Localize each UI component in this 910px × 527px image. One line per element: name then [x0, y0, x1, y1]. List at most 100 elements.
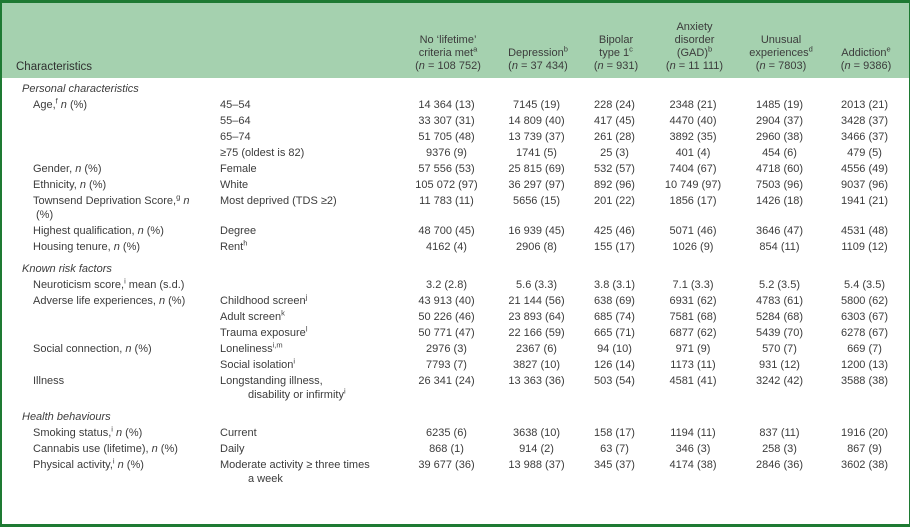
cell-value: 5439 (70): [755, 327, 804, 339]
cell-value: 4581 (41): [669, 375, 717, 387]
cell-value: 6877 (62): [669, 327, 717, 339]
cell-value: 1194 (11): [670, 427, 716, 439]
cell-value: 258 (3): [762, 443, 797, 455]
column-header-line: experiencesd: [749, 44, 813, 59]
cell-value: 1485 (19): [755, 99, 804, 111]
cell-value: 532 (57): [594, 163, 635, 175]
row-label: [2, 145, 206, 161]
table-row: Illness Longstanding illness, disability o…: [2, 373, 909, 403]
cell-value: 10 749 (97): [664, 179, 722, 191]
cell-value: 4783 (61): [755, 295, 804, 307]
row-subcategory: Most deprived (TDS ≥2): [206, 193, 402, 223]
footnote-marker: b: [563, 44, 568, 54]
cell-value: 261 (28): [594, 131, 635, 143]
cell-value: 6278 (67): [840, 327, 889, 339]
footnote-marker: i,m: [272, 340, 283, 350]
cell-value: 4531 (48): [840, 225, 889, 237]
cell-value: 7.1 (3.3): [672, 279, 714, 291]
table-row: Highest qualification, n (%) Degree 48 700…: [2, 223, 909, 239]
cell-value: 6235 (6): [426, 427, 467, 439]
row-subcategory: Renth: [206, 239, 402, 255]
italic-n: n: [759, 60, 766, 72]
footnote-marker: f: [55, 96, 58, 106]
cell-value: 22 166 (59): [508, 327, 565, 339]
cell-value: 50 226 (46): [418, 311, 475, 323]
row-subcategory-text: Longstanding illness, disability or infir…: [220, 375, 346, 401]
column-header: Depressionb (n = 37 434): [494, 3, 582, 78]
row-label: Social connection, n (%): [2, 341, 206, 357]
column-header-line: type 1c: [599, 44, 633, 59]
cell-value: 9037 (96): [840, 179, 889, 191]
cell-value: 1109 (12): [841, 241, 888, 253]
row-label: [2, 309, 206, 325]
cell-value: 3588 (38): [840, 375, 889, 387]
column-header-line: (GAD)b: [676, 44, 713, 59]
column-header: No ‘lifetime’ criteria meta (n = 108 752): [402, 3, 494, 78]
row-subcategory: Lonelinessi,m: [206, 341, 402, 357]
cell-value: 6303 (67): [840, 311, 889, 323]
cell-value: 21 144 (56): [508, 295, 565, 307]
row-subcategory: Longstanding illness, disability or infir…: [206, 373, 402, 403]
row-label-text: Highest qualification, n (%): [33, 225, 164, 237]
italic-n: n: [79, 179, 86, 191]
row-label-text: Housing tenure, n (%): [33, 241, 141, 253]
cell-value: 638 (69): [594, 295, 635, 307]
footnote-marker: i: [112, 456, 115, 466]
table-row: Neuroticism score,i mean (s.d.) 3.2 (2.8)…: [2, 277, 909, 293]
row-label-text: Social connection, n (%): [33, 343, 152, 355]
italic-n: n: [125, 343, 132, 355]
row-subcategory: 55–64: [206, 113, 402, 129]
cell-value: 2976 (3): [426, 343, 467, 355]
cell-value: 7404 (67): [669, 163, 717, 175]
footnote-marker: i: [293, 356, 296, 366]
row-label-text: Neuroticism score,i mean (s.d.): [33, 276, 185, 291]
row-subcategory: ≥75 (oldest is 82): [206, 145, 402, 161]
cell-value: 1026 (9): [672, 241, 714, 253]
row-label: Cannabis use (lifetime), n (%): [2, 441, 206, 457]
italic-n: n: [75, 163, 82, 175]
row-label: [2, 113, 206, 129]
cell-value: 201 (22): [594, 195, 635, 207]
header-row: Characteristics No ‘lifetime’ criteria met…: [2, 3, 909, 78]
cell-value: 892 (96): [594, 179, 635, 191]
cell-value: 2904 (37): [755, 115, 804, 127]
cell-value: 5800 (62): [840, 295, 889, 307]
cell-value: 228 (24): [594, 99, 635, 111]
italic-n: n: [183, 195, 190, 207]
section-title: Known risk factors: [22, 263, 112, 275]
table-row: Ethnicity, n (%) White 105 072 (97) 36 297 …: [2, 177, 909, 193]
footnote-marker: a: [473, 44, 478, 54]
cell-value: 3466 (37): [840, 131, 889, 143]
cell-value: 3646 (47): [755, 225, 804, 237]
row-label-text: Gender, n (%): [33, 163, 102, 175]
row-subcategory-text: Childhood screenj: [220, 292, 308, 307]
italic-n: n: [158, 295, 166, 307]
footnote-marker: i: [343, 386, 346, 396]
cell-value: 16 939 (45): [508, 225, 565, 237]
cell-value: 1741 (5): [516, 147, 557, 159]
cell-value: 867 (9): [847, 443, 882, 455]
cell-value: 931 (12): [759, 359, 800, 371]
table-row: Trauma exposurel 50 771 (47) 22 166 (59) 66…: [2, 325, 909, 341]
cell-value: 7581 (68): [669, 311, 717, 323]
table-row: Age,f n (%) 45–54 14 364 (13) 7145 (19) 228 …: [2, 97, 909, 113]
row-subcategory: Female: [206, 161, 402, 177]
row-subcategory-text: Moderate activity ≥ three times a week: [220, 459, 370, 485]
cell-value: 4556 (49): [840, 163, 889, 175]
cell-value: 9376 (9): [426, 147, 467, 159]
cell-value: 2013 (21): [840, 99, 889, 111]
table-row: 55–64 33 307 (31) 14 809 (40) 417 (45) 4470 …: [2, 113, 909, 129]
cell-value: 3892 (35): [669, 131, 717, 143]
cell-value: 479 (5): [847, 147, 882, 159]
cell-value: 23 893 (64): [508, 311, 565, 323]
row-label: Smoking status,i n (%): [2, 425, 206, 441]
row-label-text: Smoking status,i n (%): [33, 424, 143, 439]
column-header: Anxiety disorder (GAD)b (n = 11 111): [650, 3, 739, 78]
section-title: Health behaviours: [22, 411, 111, 423]
cell-value: 1856 (17): [669, 195, 717, 207]
column-sample-size: (n = 7803): [755, 60, 807, 72]
cell-value: 454 (6): [762, 147, 797, 159]
cell-value: 25 (3): [600, 147, 629, 159]
cell-value: 50 771 (47): [418, 327, 475, 339]
cell-value: 2348 (21): [669, 99, 717, 111]
